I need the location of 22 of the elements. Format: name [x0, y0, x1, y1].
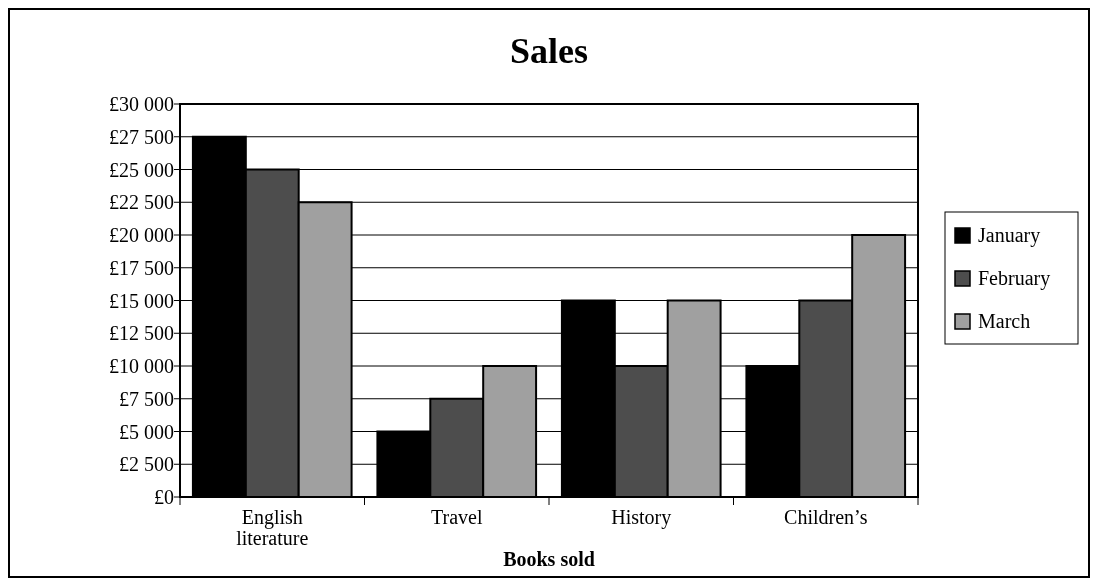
legend-label: February — [978, 267, 1051, 290]
y-tick-label: £5 000 — [119, 420, 174, 443]
y-tick-label: £15 000 — [109, 289, 174, 312]
x-axis-title: Books sold — [503, 548, 595, 570]
y-tick-label: £17 500 — [109, 256, 174, 279]
chart-title: Sales — [509, 31, 589, 71]
x-tick-label: History — [611, 506, 672, 529]
y-tick-label: £25 000 — [109, 158, 174, 181]
y-tick-label: £12 500 — [109, 322, 174, 345]
y-tick-label: £10 000 — [109, 355, 174, 377]
y-tick-label: £30 000 — [109, 93, 174, 115]
x-tick-label: English literature — [236, 506, 309, 549]
y-tick-label: £7 500 — [119, 387, 174, 410]
legend-label: March — [978, 310, 1031, 332]
y-tick-label: £2 500 — [119, 453, 174, 476]
x-tick-label: Travel — [431, 506, 483, 528]
legend-label: January — [978, 224, 1041, 247]
y-tick-label: £22 500 — [109, 191, 174, 214]
y-tick-label: £27 500 — [109, 125, 174, 148]
x-tick-label: Children’s — [784, 506, 868, 528]
y-tick-label: £0 — [154, 486, 174, 508]
y-tick-label: £20 000 — [109, 224, 174, 246]
